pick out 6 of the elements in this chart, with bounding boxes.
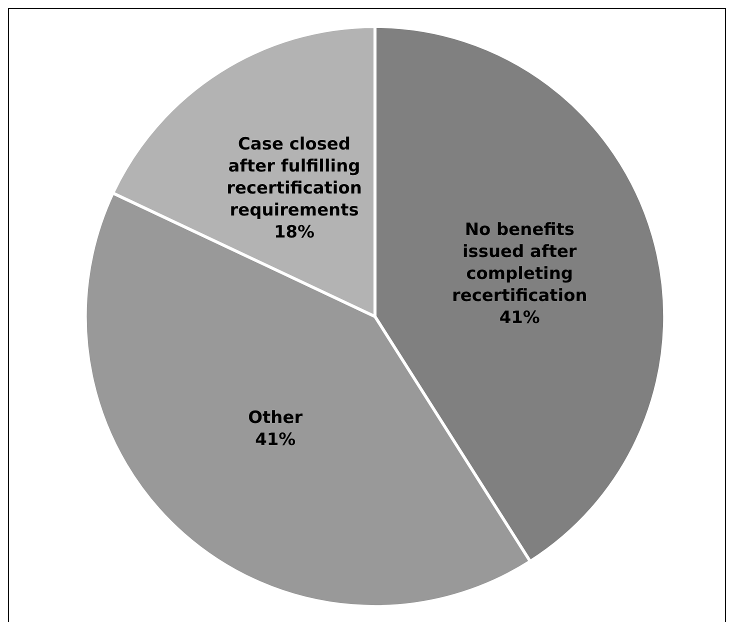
data-label: 41% (255, 429, 296, 450)
slice-label: Case closed after fulfilling recertification requirements (226, 134, 362, 220)
data-label: 18% (274, 222, 315, 242)
data-label: 41% (499, 306, 540, 327)
slice-label: Other (248, 407, 304, 428)
slice-label: No benefits issued after completing recertification (452, 218, 588, 305)
